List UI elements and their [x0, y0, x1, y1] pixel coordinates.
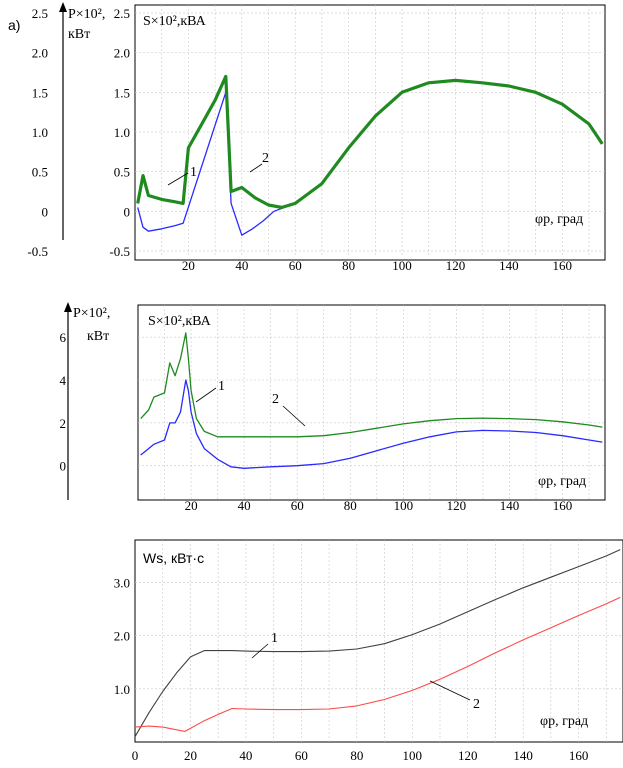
chart-1-x-tick: 160 [553, 258, 573, 273]
chart-3-y-label: Ws, кВт·с [143, 550, 204, 566]
chart-1-outer-axis-label-1: P×10², [68, 7, 105, 22]
chart-3: 3.0 2.0 1.0 0 20 40 60 80 100 120 140 160 Ws, кВт·… [114, 539, 623, 763]
chart-2-x-tick: 60 [291, 498, 304, 513]
chart-3-y-tick: 2.0 [114, 629, 130, 644]
chart-3-grid [135, 540, 623, 742]
chart-1-inner-tick: 2.0 [114, 46, 130, 61]
chart-2-x-tick: 100 [394, 498, 414, 513]
chart-2-outer-axis-arrow [64, 302, 72, 312]
chart-3-x-tick: 80 [350, 748, 363, 763]
chart-3-x-tick: 160 [569, 748, 589, 763]
chart-2-series-1-line [140, 379, 603, 469]
chart-1-x-tick: 80 [342, 258, 355, 273]
chart-1-x-ticks: 20 40 60 80 100 120 140 160 [182, 258, 572, 273]
chart-2-outer-tick: 6 [60, 330, 67, 345]
chart-3-x-tick: 140 [513, 748, 533, 763]
chart-3-x-tick: 0 [132, 748, 139, 763]
chart-3-y-tick: 1.0 [114, 682, 130, 697]
chart-3-frame [134, 539, 623, 743]
chart-2-x-tick: 160 [553, 498, 573, 513]
chart-1-grid [135, 5, 605, 255]
chart-2-x-tick: 40 [238, 498, 251, 513]
chart-2-leader-1 [195, 387, 217, 403]
chart-3-leader-2 [429, 680, 471, 701]
chart-1-inner-tick: -0.5 [109, 244, 130, 259]
chart-1-leader-2 [249, 163, 263, 173]
chart-1-inner-ticks: 2.5 2.0 1.5 1.0 0.5 0 -0.5 [109, 6, 130, 259]
chart-2-leader-2 [282, 405, 306, 427]
chart-1-x-tick: 40 [235, 258, 248, 273]
chart-3-x-tick: 60 [295, 748, 308, 763]
chart-2-x-tick: 120 [447, 498, 467, 513]
chart-3-x-ticks: 0 20 40 60 80 100 120 140 160 [132, 748, 589, 763]
chart-1: P×10², кВт 2.5 2.0 1.5 1.0 0.5 0 -0.5 2.5 2.0 1.… [27, 2, 606, 273]
chart-3-y-tick: 3.0 [114, 576, 130, 591]
chart-3-y-ticks: 3.0 2.0 1.0 [114, 576, 130, 697]
chart-2-outer-tick: 0 [60, 459, 67, 474]
chart-2-frame [137, 304, 606, 501]
chart-1-x-label: φр, град [535, 212, 583, 227]
chart-1-y-label: S×10²,кВА [143, 14, 207, 29]
chart-2-x-tick: 80 [344, 498, 357, 513]
chart-1-inner-tick: 1.5 [114, 85, 130, 100]
chart-3-x-label: φр, град [540, 714, 588, 729]
chart-2-x-tick: 140 [500, 498, 520, 513]
chart-3-leader-1 [251, 643, 269, 659]
chart-1-outer-tick: 2.0 [32, 46, 48, 61]
chart-2-outer-ticks: 6 4 2 0 [60, 330, 67, 474]
chart-1-frame [134, 4, 606, 261]
chart-2-outer-tick: 4 [60, 373, 67, 388]
chart-3-x-tick: 100 [403, 748, 423, 763]
chart-1-outer-tick: 0.5 [32, 165, 48, 180]
chart-3-series-1-line [134, 549, 621, 737]
chart-1-x-tick: 100 [392, 258, 412, 273]
chart-2-outer-axis-label-1: P×10², [73, 306, 110, 321]
chart-1-callout-1: 1 [190, 165, 197, 180]
chart-2-callout-1: 1 [218, 379, 225, 394]
chart-3-x-tick: 20 [184, 748, 197, 763]
chart-1-x-tick: 140 [499, 258, 519, 273]
chart-2-grid [138, 305, 605, 500]
chart-1-callout-2: 2 [262, 151, 269, 166]
chart-2-outer-tick: 2 [60, 416, 67, 431]
chart-2-outer-axis-label-2: кВт [87, 329, 109, 344]
chart-1-x-tick: 20 [182, 258, 195, 273]
chart-1-inner-tick: 0.5 [114, 165, 130, 180]
chart-1-outer-tick: -0.5 [27, 244, 48, 259]
chart-1-inner-tick: 2.5 [114, 6, 130, 21]
chart-2-callout-2: 2 [272, 392, 279, 407]
chart-1-outer-tick: 1.0 [32, 125, 48, 140]
chart-1-x-tick: 60 [289, 258, 302, 273]
chart-2-series [140, 332, 603, 469]
panel-label: a) [8, 17, 20, 33]
chart-2-x-tick: 20 [185, 498, 198, 513]
chart-1-x-tick: 120 [446, 258, 466, 273]
chart-1-outer-tick: 0 [42, 204, 49, 219]
chart-1-outer-tick: 2.5 [32, 6, 48, 21]
chart-1-leader-1 [167, 172, 189, 186]
chart-3-series [134, 549, 621, 737]
chart-3-x-tick: 120 [458, 748, 478, 763]
chart-1-series [136, 74, 604, 236]
chart-3-series-2-line [134, 596, 621, 732]
chart-2-y-label: S×10²,кВА [148, 314, 212, 329]
chart-2-x-label: φр, град [538, 474, 586, 489]
chart-1-inner-tick: 0 [124, 204, 131, 219]
chart-2-x-ticks: 20 40 60 80 100 120 140 160 [185, 498, 573, 513]
chart-1-outer-ticks: 2.5 2.0 1.5 1.0 0.5 0 -0.5 [27, 6, 48, 259]
chart-1-inner-tick: 1.0 [114, 125, 130, 140]
chart-2-series-2-line [140, 332, 603, 438]
chart-1-series-2-line [136, 74, 604, 209]
chart-1-outer-tick: 1.5 [32, 85, 48, 100]
chart-3-x-tick: 40 [239, 748, 252, 763]
chart-3-callout-2: 2 [473, 697, 480, 712]
chart-3-callout-1: 1 [271, 631, 278, 646]
chart-1-outer-axis-arrow [59, 2, 67, 12]
chart-1-outer-axis-label-2: кВт [68, 27, 90, 42]
